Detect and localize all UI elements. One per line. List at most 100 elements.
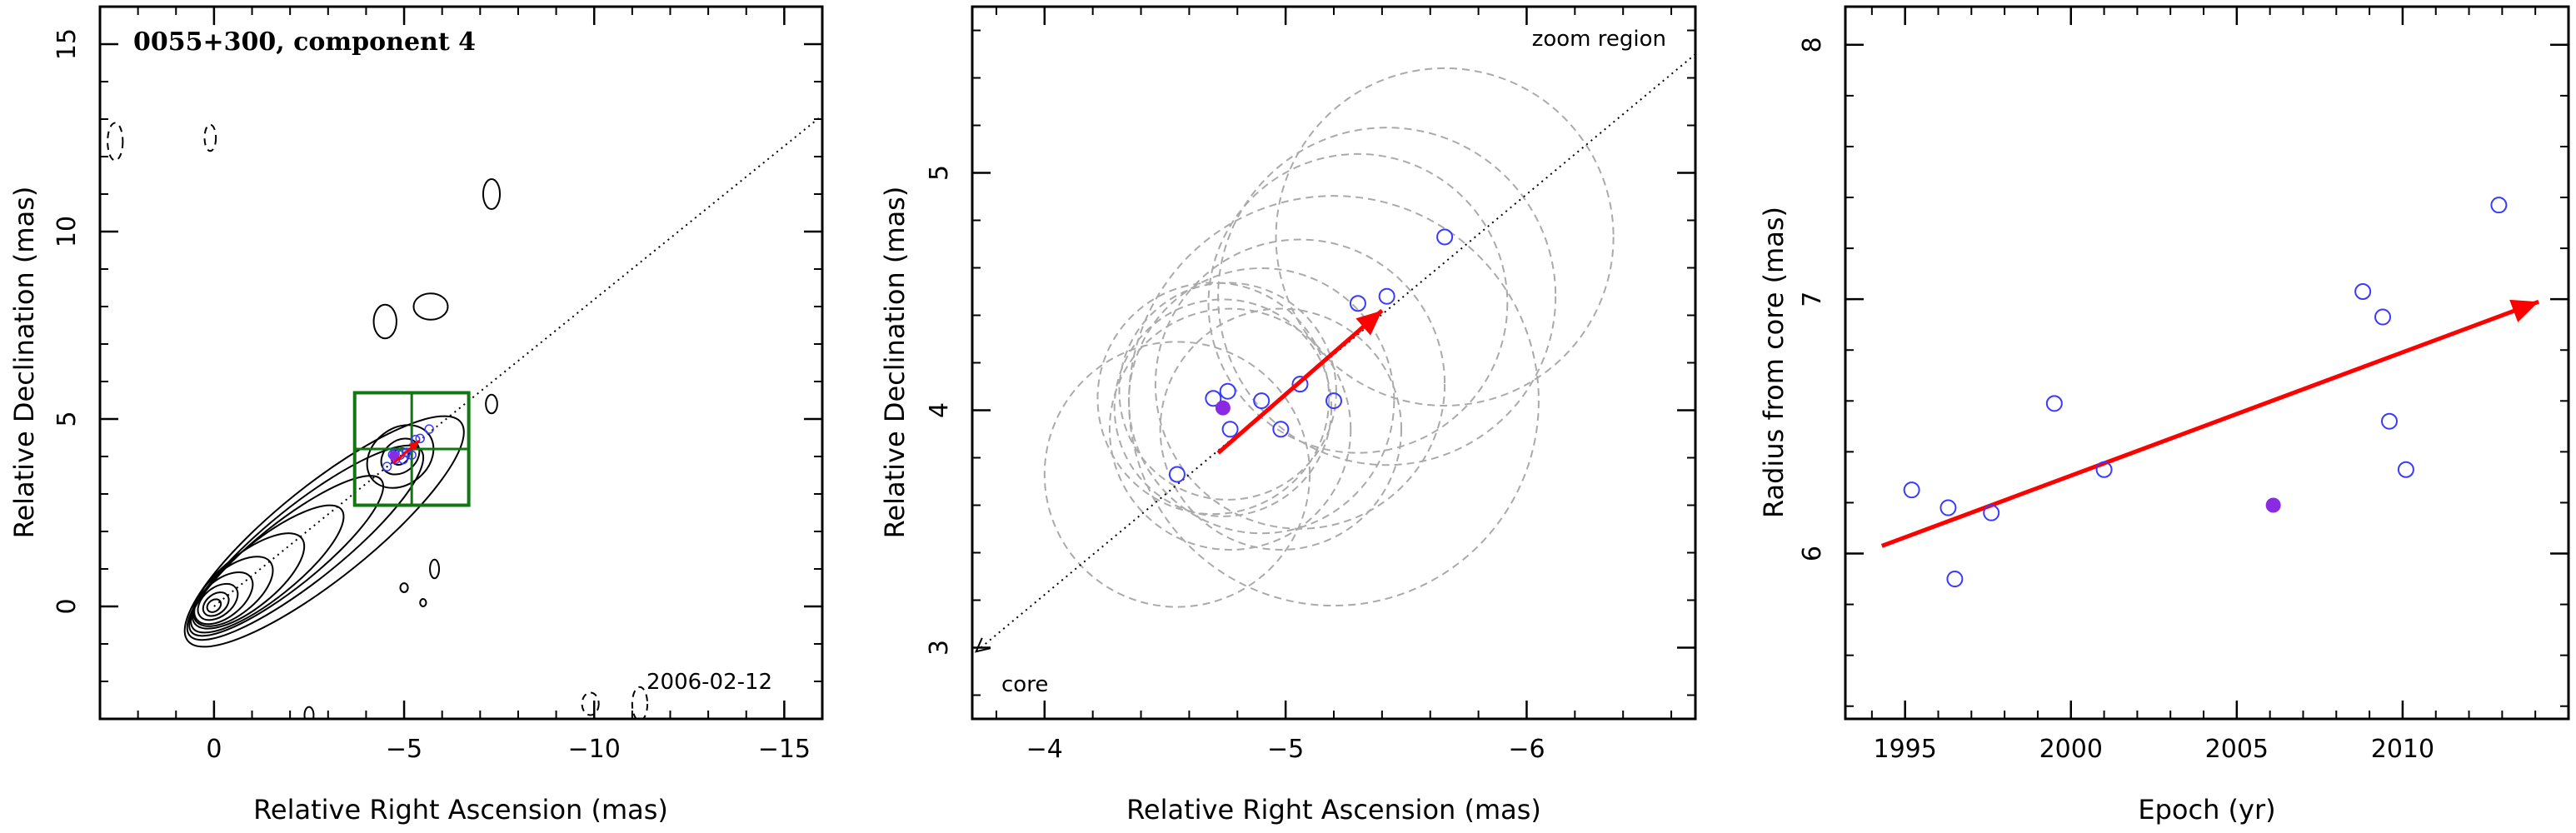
data-point — [1946, 571, 1964, 588]
component-size-circle — [1128, 267, 1395, 535]
y-tick-label: 15 — [52, 28, 82, 60]
component-position — [1436, 228, 1454, 246]
zoom-region-label: zoom region — [1532, 27, 1666, 52]
panel-3-xlabel: Epoch (yr) — [2138, 794, 2275, 826]
x-tick-label: 0 — [206, 735, 222, 764]
core-label: core — [1001, 672, 1048, 697]
data-point — [2374, 308, 2392, 326]
contour-line — [202, 591, 230, 617]
y-tick-label: 3 — [925, 640, 954, 656]
panel-2-xlabel: Relative Right Ascension (mas) — [1126, 794, 1541, 826]
negative-contour — [631, 686, 649, 719]
contour-line — [190, 504, 345, 634]
y-tick-label: 10 — [52, 216, 82, 247]
y-tick-label: 7 — [1798, 292, 1827, 307]
component-size-circle — [1108, 307, 1352, 551]
data-point — [2095, 461, 2113, 478]
panel-2-ylabel: Relative Declination (mas) — [879, 187, 911, 539]
component-size-circle — [1118, 282, 1337, 501]
contour-line — [303, 706, 315, 719]
epoch-label: 2006-02-12 — [646, 670, 772, 695]
component-position — [407, 450, 417, 460]
core-direction-arrow — [974, 637, 991, 653]
x-tick-label: 1995 — [1873, 735, 1936, 764]
y-tick-label: 0 — [52, 598, 82, 614]
panel-2-zoom-region: −4 −5 −6 3 4 5 zoom region core Relative Righ… — [879, 5, 1697, 826]
panel-1-title: 0055+300, component 4 — [133, 27, 476, 57]
contour-line — [482, 178, 502, 210]
component-size-circle — [1275, 67, 1615, 407]
highlight-point — [2265, 497, 2281, 513]
highlight-position — [389, 451, 400, 461]
contour-line — [485, 393, 498, 415]
velocity-vector-head — [1355, 310, 1382, 336]
x-tick-label: −6 — [1508, 735, 1545, 764]
component-position — [1253, 392, 1271, 410]
x-tick-label: −5 — [1267, 735, 1304, 764]
velocity-vector — [1216, 308, 1384, 455]
x-tick-label: −5 — [386, 735, 422, 764]
panel-3-ylabel: Radius from core (mas) — [1758, 207, 1790, 518]
contour-line — [372, 303, 397, 340]
fit-line — [1880, 299, 2540, 548]
data-point — [2045, 395, 2063, 412]
component-position — [1219, 382, 1236, 400]
contour-line — [192, 556, 274, 627]
component-size-circle — [1217, 127, 1557, 466]
y-tick-label: 4 — [925, 402, 954, 418]
contour-lines — [107, 122, 649, 719]
x-tick-label: 2000 — [2039, 735, 2103, 764]
component-position — [424, 424, 434, 434]
component-position — [1349, 295, 1366, 312]
x-tick-label: −10 — [568, 735, 621, 764]
component-position — [1291, 376, 1309, 393]
y-tick-label: 5 — [925, 165, 954, 181]
data-point — [1903, 481, 1920, 499]
data-point — [1983, 504, 2000, 521]
contour-line — [197, 582, 239, 621]
component-size-circle — [1096, 282, 1330, 516]
component-position — [1378, 287, 1395, 305]
panel-3-frame — [1844, 5, 2570, 721]
contour-line — [206, 598, 222, 613]
contour-line — [419, 598, 427, 607]
panel-1-frame — [98, 5, 824, 721]
y-tick-label: 6 — [1798, 546, 1827, 561]
highlight-position — [1215, 400, 1231, 416]
negative-contour — [581, 691, 600, 716]
negative-contour — [107, 122, 124, 162]
contour-line — [429, 558, 441, 580]
data-point — [2354, 283, 2372, 300]
component-size-circle — [1159, 307, 1403, 551]
panel-1-contour-map: 0 −5 −10 −15 0 5 10 15 0055+300, component 4 20… — [8, 5, 824, 826]
data-point — [2397, 461, 2414, 478]
panel-2-frame — [971, 5, 1697, 721]
x-tick-label: −4 — [1026, 735, 1063, 764]
contour-line — [399, 582, 409, 593]
contour-line — [188, 475, 385, 637]
contour-line — [191, 532, 306, 630]
component-position — [1272, 421, 1290, 438]
component-position — [402, 447, 412, 457]
y-tick-label: 5 — [52, 411, 82, 426]
component-size-circle — [1128, 195, 1540, 607]
x-tick-label: −15 — [758, 735, 811, 764]
component-position — [382, 461, 392, 471]
x-tick-label: 2010 — [2371, 735, 2434, 764]
component-size-circle — [1207, 152, 1509, 454]
component-position — [1168, 466, 1186, 483]
trajectory-line — [213, 114, 822, 607]
fit-line-head — [2509, 299, 2539, 322]
negative-contour — [203, 123, 217, 152]
data-point — [2490, 197, 2508, 214]
data-point — [1939, 499, 1957, 516]
x-tick-label: 2005 — [2205, 735, 2269, 764]
component-position — [415, 433, 425, 444]
component-position — [1221, 421, 1239, 438]
panel-1-ylabel: Relative Declination (mas) — [8, 187, 40, 539]
component-size-circle — [1043, 341, 1311, 608]
y-tick-label: 8 — [1798, 37, 1827, 52]
panel-3-radius-vs-epoch: 1995 2000 2005 2010 6 7 8 Epoch (yr) Radius fr… — [1758, 5, 2570, 826]
data-point — [2380, 412, 2398, 430]
